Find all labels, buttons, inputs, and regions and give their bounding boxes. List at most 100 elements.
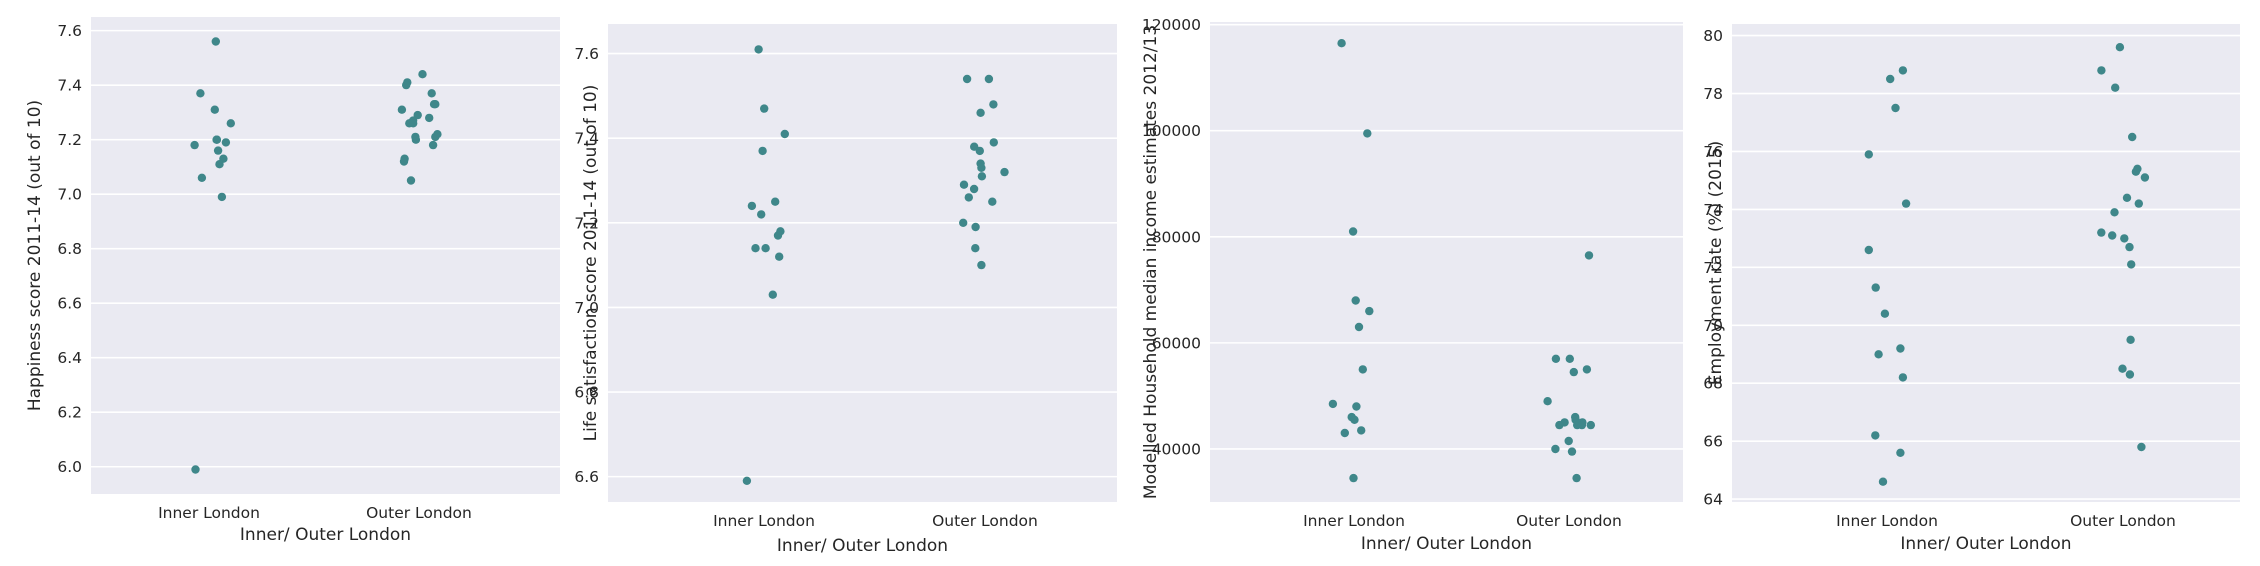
data-point [210,105,219,114]
data-point [2115,43,2125,52]
data-point [1874,350,1883,359]
data-point [977,163,986,172]
data-point [1348,227,1358,236]
data-point [1352,402,1361,411]
plot-area [608,24,1117,502]
y-tick-label: 64 [1703,491,1723,509]
data-point [190,140,199,150]
data-point [2140,173,2150,182]
data-point [1555,420,1564,430]
data-point [196,89,205,98]
y-tick-label: 74 [1703,201,1723,219]
data-point [2127,260,2136,269]
y-tick-label: 7.2 [574,214,599,232]
data-point [1340,428,1350,438]
data-point [976,108,985,118]
plot-area [1732,24,2240,502]
x-tick-label: Outer London [366,504,472,522]
data-point [760,104,769,113]
y-tick-label: 6.6 [574,468,599,486]
x-axis-label: Inner/ Outer London [1361,534,1532,554]
data-point [969,184,979,194]
data-point [1880,309,1890,318]
data-point [989,138,998,147]
data-point [1569,367,1579,377]
y-axis-label: Employment rate (%) (2015) [1706,141,1726,385]
data-point [212,135,221,144]
x-tick-label: Inner London [713,512,815,530]
data-point [971,244,980,253]
data-point [977,172,987,181]
data-point [2120,234,2129,243]
y-tick-label: 7.2 [57,131,82,149]
data-point [1565,354,1575,363]
data-point [2111,83,2120,92]
data-point [2097,228,2106,237]
data-point [409,119,418,128]
data-point [217,192,227,202]
data-point [215,160,224,169]
data-point [1572,473,1581,483]
data-point [213,146,223,155]
data-point [399,157,409,166]
data-point [1564,436,1573,446]
data-point [429,100,439,109]
data-point [1886,74,1895,84]
data-point [413,110,422,120]
data-point [1896,448,1905,457]
data-point [427,89,436,98]
data-point [1349,473,1358,483]
y-tick-label: 7.4 [57,77,82,95]
data-point [2134,199,2143,208]
data-point [773,231,783,240]
x-axis-label: Inner/ Outer London [777,536,948,556]
data-point [2126,335,2135,344]
data-point [977,260,986,270]
data-point [959,218,968,227]
data-point [1864,150,1874,159]
data-point [1864,245,1874,255]
data-point [758,146,767,156]
x-axis-label: Inner/ Outer London [1900,534,2071,554]
data-point [771,197,780,206]
y-tick-label: 78 [1703,85,1723,103]
data-point [1898,373,1908,382]
y-tick-label: 6.8 [57,240,82,258]
data-point [775,252,784,261]
data-point [1543,397,1552,406]
data-point [962,74,972,84]
data-point [971,222,980,232]
y-tick-label: 6.8 [574,384,599,402]
data-point [1896,344,1905,353]
data-point [1357,426,1366,435]
x-tick-label: Outer London [1516,512,1622,530]
data-point [2125,242,2134,252]
data-point [747,201,757,211]
data-point [1901,199,1911,208]
y-tick-label: 7.6 [57,22,82,40]
data-point [768,290,777,299]
data-point [1567,447,1577,456]
y-tick-label: 120000 [1142,16,1201,34]
data-point [1363,129,1372,138]
y-axis-label: Life satisfaction score 2011-14 (out of … [581,85,601,442]
data-point [1551,354,1561,363]
data-point [964,193,973,202]
y-tick-label: 6.6 [57,295,82,313]
y-tick-label: 66 [1703,433,1723,451]
data-point [411,135,421,144]
data-point [1878,477,1888,486]
data-point [984,74,994,84]
data-point [1358,365,1368,374]
data-point [406,176,416,185]
data-point [2122,193,2132,202]
data-point [761,244,770,253]
data-point [988,197,997,206]
data-point [2097,66,2106,75]
y-tick-label: 68 [1703,375,1723,393]
data-point [2128,132,2137,142]
data-point [975,146,984,156]
data-point [431,132,440,142]
data-point [1350,415,1359,424]
